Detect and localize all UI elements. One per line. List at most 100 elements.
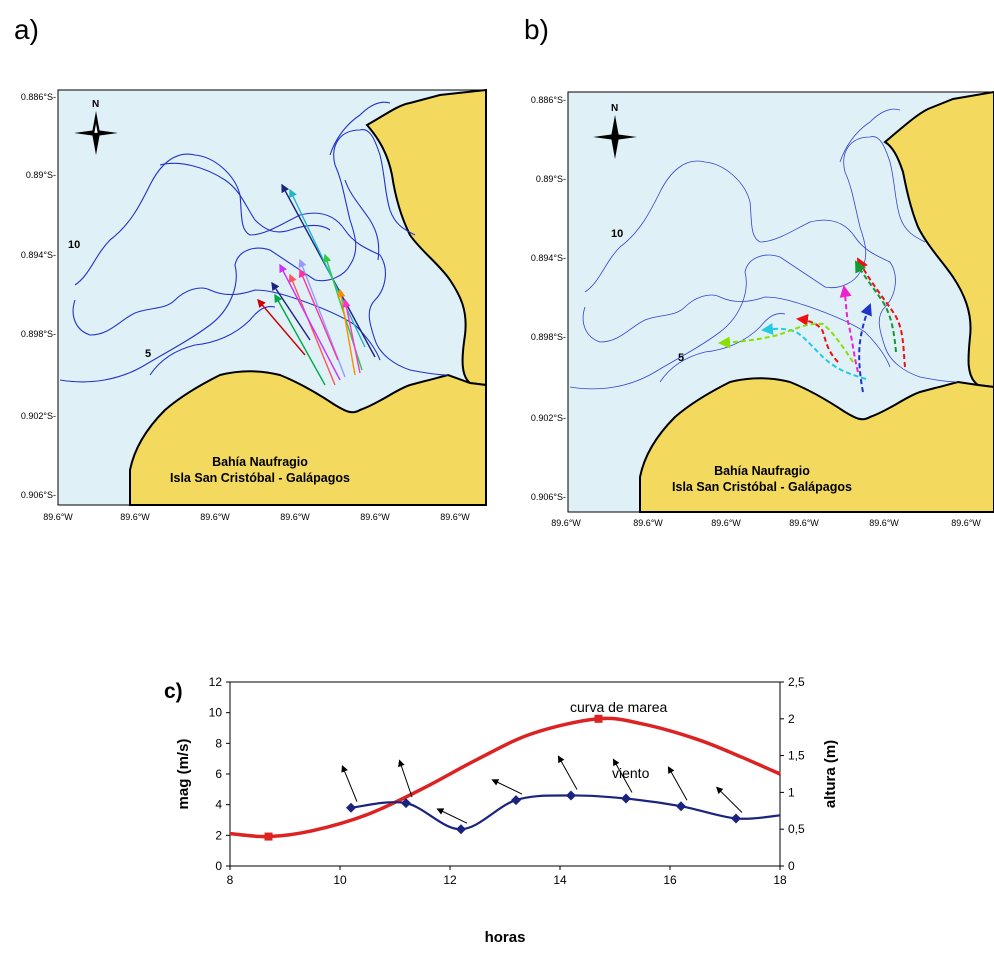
x-tick-label: 14 — [553, 873, 567, 887]
svg-text:0.902°S-: 0.902°S- — [531, 413, 566, 423]
svg-text:0.906°S-: 0.906°S- — [531, 492, 566, 502]
series-label-tide: curva de marea — [570, 699, 667, 715]
svg-text:89.6°W: 89.6°W — [440, 512, 470, 522]
wind-direction-arrow — [341, 764, 358, 802]
wind-direction-arrow — [557, 755, 578, 790]
depth-label-5: 5 — [678, 352, 684, 364]
y2-tick-label: 0 — [788, 859, 795, 873]
wind-direction-arrow — [612, 758, 633, 793]
y-axis-left-ticks: 0 2 4 6 8 10 12 — [209, 675, 230, 873]
y-tick-label: 4 — [215, 798, 222, 812]
svg-text:0.902°S-: 0.902°S- — [21, 411, 56, 421]
svg-text:89.6°W: 89.6°W — [280, 512, 310, 522]
wind-direction-arrow — [398, 759, 413, 798]
wind-direction-arrow — [436, 808, 468, 824]
tide-marker — [264, 832, 273, 841]
y2-tick-label: 1 — [788, 785, 795, 799]
svg-text:0.886°S-: 0.886°S- — [531, 95, 566, 105]
plot-frame — [229, 681, 781, 867]
svg-text:89.6°W: 89.6°W — [551, 518, 581, 528]
svg-text:89.6°W: 89.6°W — [360, 512, 390, 522]
land-east — [365, 88, 487, 387]
map-b-svg: N 10 5 Bahía Naufragio Isla San Cristóba… — [531, 90, 994, 528]
y2-tick-label: 1,5 — [788, 749, 805, 763]
wind-curve — [350, 794, 781, 831]
chart-series — [229, 714, 781, 841]
wind-point — [676, 801, 686, 812]
y-axis-ticks: 0.886°S- 0.89°S- 0.894°S- 0.898°S- 0.902… — [21, 92, 56, 500]
depth-contours — [59, 101, 449, 383]
svg-text:89.6°W: 89.6°W — [43, 512, 73, 522]
north-label: N — [92, 99, 99, 110]
tide-curve — [229, 716, 781, 839]
y-tick-label: 12 — [209, 675, 223, 689]
map-caption-line2: Isla San Cristóbal - Galápagos — [672, 480, 852, 494]
panel-b-letter: b) — [524, 14, 549, 45]
svg-text:89.6°W: 89.6°W — [200, 512, 230, 522]
x-tick-label: 16 — [663, 873, 677, 887]
wind-point — [346, 802, 356, 813]
wind-direction-arrow — [491, 779, 523, 795]
depth-label-5: 5 — [145, 348, 151, 360]
y-axis-label: mag (m/s) — [175, 739, 192, 810]
north-arrow-icon — [593, 115, 637, 159]
wind-direction-arrow — [667, 766, 688, 801]
map-a-svg: N 10 5 Bahía Naufragio Isla San Cristóba… — [21, 88, 487, 522]
svg-text:0.906°S-: 0.906°S- — [21, 490, 56, 500]
map-caption-line1: Bahía Naufragio — [212, 455, 308, 469]
land-south — [639, 377, 994, 513]
map-panel-a: N 10 5 Bahía Naufragio Isla San Cristóba… — [0, 85, 494, 545]
svg-text:89.6°W: 89.6°W — [711, 518, 741, 528]
north-arrow-icon — [74, 111, 118, 155]
x-tick-label: 18 — [773, 873, 787, 887]
wind-direction-arrow — [715, 786, 743, 813]
tide-marker — [594, 714, 603, 723]
svg-text:0.898°S-: 0.898°S- — [21, 329, 56, 339]
wind-point — [731, 813, 741, 824]
wind-point — [511, 795, 521, 806]
svg-text:89.6°W: 89.6°W — [951, 518, 981, 528]
y2-tick-label: 2,5 — [788, 675, 805, 689]
map-caption-line1: Bahía Naufragio — [714, 464, 810, 478]
x-axis-ticks: 89.6°W 89.6°W 89.6°W 89.6°W 89.6°W 89.6°… — [551, 518, 981, 528]
north-label: N — [611, 103, 618, 114]
x-axis-label: horas — [485, 929, 526, 946]
y2-tick-label: 0,5 — [788, 822, 805, 836]
y-axis-right-ticks: 0 0,5 1 1,5 2 2,5 — [780, 675, 805, 873]
map-panel-b: N 10 5 Bahía Naufragio Isla San Cristóba… — [508, 87, 994, 547]
y-tick-label: 0 — [215, 859, 222, 873]
svg-text:89.6°W: 89.6°W — [633, 518, 663, 528]
svg-text:89.6°W: 89.6°W — [789, 518, 819, 528]
y-tick-label: 10 — [209, 706, 223, 720]
chart-svg: c) 0 2 4 6 8 10 12 0 0,5 1 1,5 2 2,5 8 10 12 14 16 18 ma… — [164, 675, 839, 946]
depth-label-10: 10 — [611, 228, 623, 240]
svg-text:0.894°S-: 0.894°S- — [21, 250, 56, 260]
panel-c-letter: c) — [164, 680, 183, 703]
y-tick-label: 6 — [215, 767, 222, 781]
x-tick-label: 10 — [333, 873, 347, 887]
y-axis-ticks: 0.886°S- 0.89°S- 0.894°S- 0.898°S- 0.902… — [531, 95, 566, 502]
y2-axis-label: altura (m) — [822, 740, 839, 808]
svg-text:0.886°S-: 0.886°S- — [21, 92, 56, 102]
series-label-wind: viento — [612, 765, 650, 781]
svg-text:0.898°S-: 0.898°S- — [531, 332, 566, 342]
wind-point — [566, 790, 576, 801]
svg-text:89.6°W: 89.6°W — [869, 518, 899, 528]
wind-point — [401, 798, 411, 809]
wind-point — [456, 824, 466, 835]
depth-label-10: 10 — [68, 239, 80, 251]
land-east — [883, 90, 994, 389]
wind-point — [621, 793, 631, 804]
land-south — [129, 370, 487, 506]
drifter-trajectories — [718, 257, 906, 393]
x-axis-ticks: 8 10 12 14 16 18 — [227, 866, 787, 887]
x-axis-ticks: 89.6°W 89.6°W 89.6°W 89.6°W 89.6°W 89.6°… — [43, 512, 470, 522]
x-tick-label: 12 — [443, 873, 457, 887]
svg-text:0.89°S-: 0.89°S- — [26, 170, 56, 180]
y2-tick-label: 2 — [788, 712, 795, 726]
y-tick-label: 8 — [215, 736, 222, 750]
depth-contours — [569, 108, 959, 390]
svg-text:0.894°S-: 0.894°S- — [531, 253, 566, 263]
drifter-trajectories — [257, 183, 376, 386]
svg-text:0.89°S-: 0.89°S- — [536, 174, 566, 184]
